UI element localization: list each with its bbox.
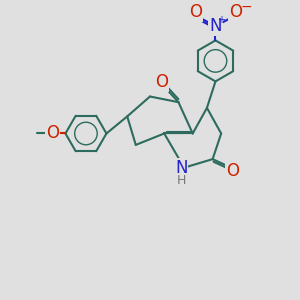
Text: O: O	[226, 161, 239, 179]
Text: O: O	[46, 124, 59, 142]
Text: O: O	[155, 73, 168, 91]
Text: +: +	[217, 15, 225, 25]
Text: H: H	[177, 174, 186, 187]
Text: N: N	[175, 159, 188, 177]
Text: −: −	[240, 0, 252, 14]
Text: N: N	[209, 17, 222, 35]
Text: O: O	[189, 3, 202, 21]
Text: O: O	[229, 3, 242, 21]
